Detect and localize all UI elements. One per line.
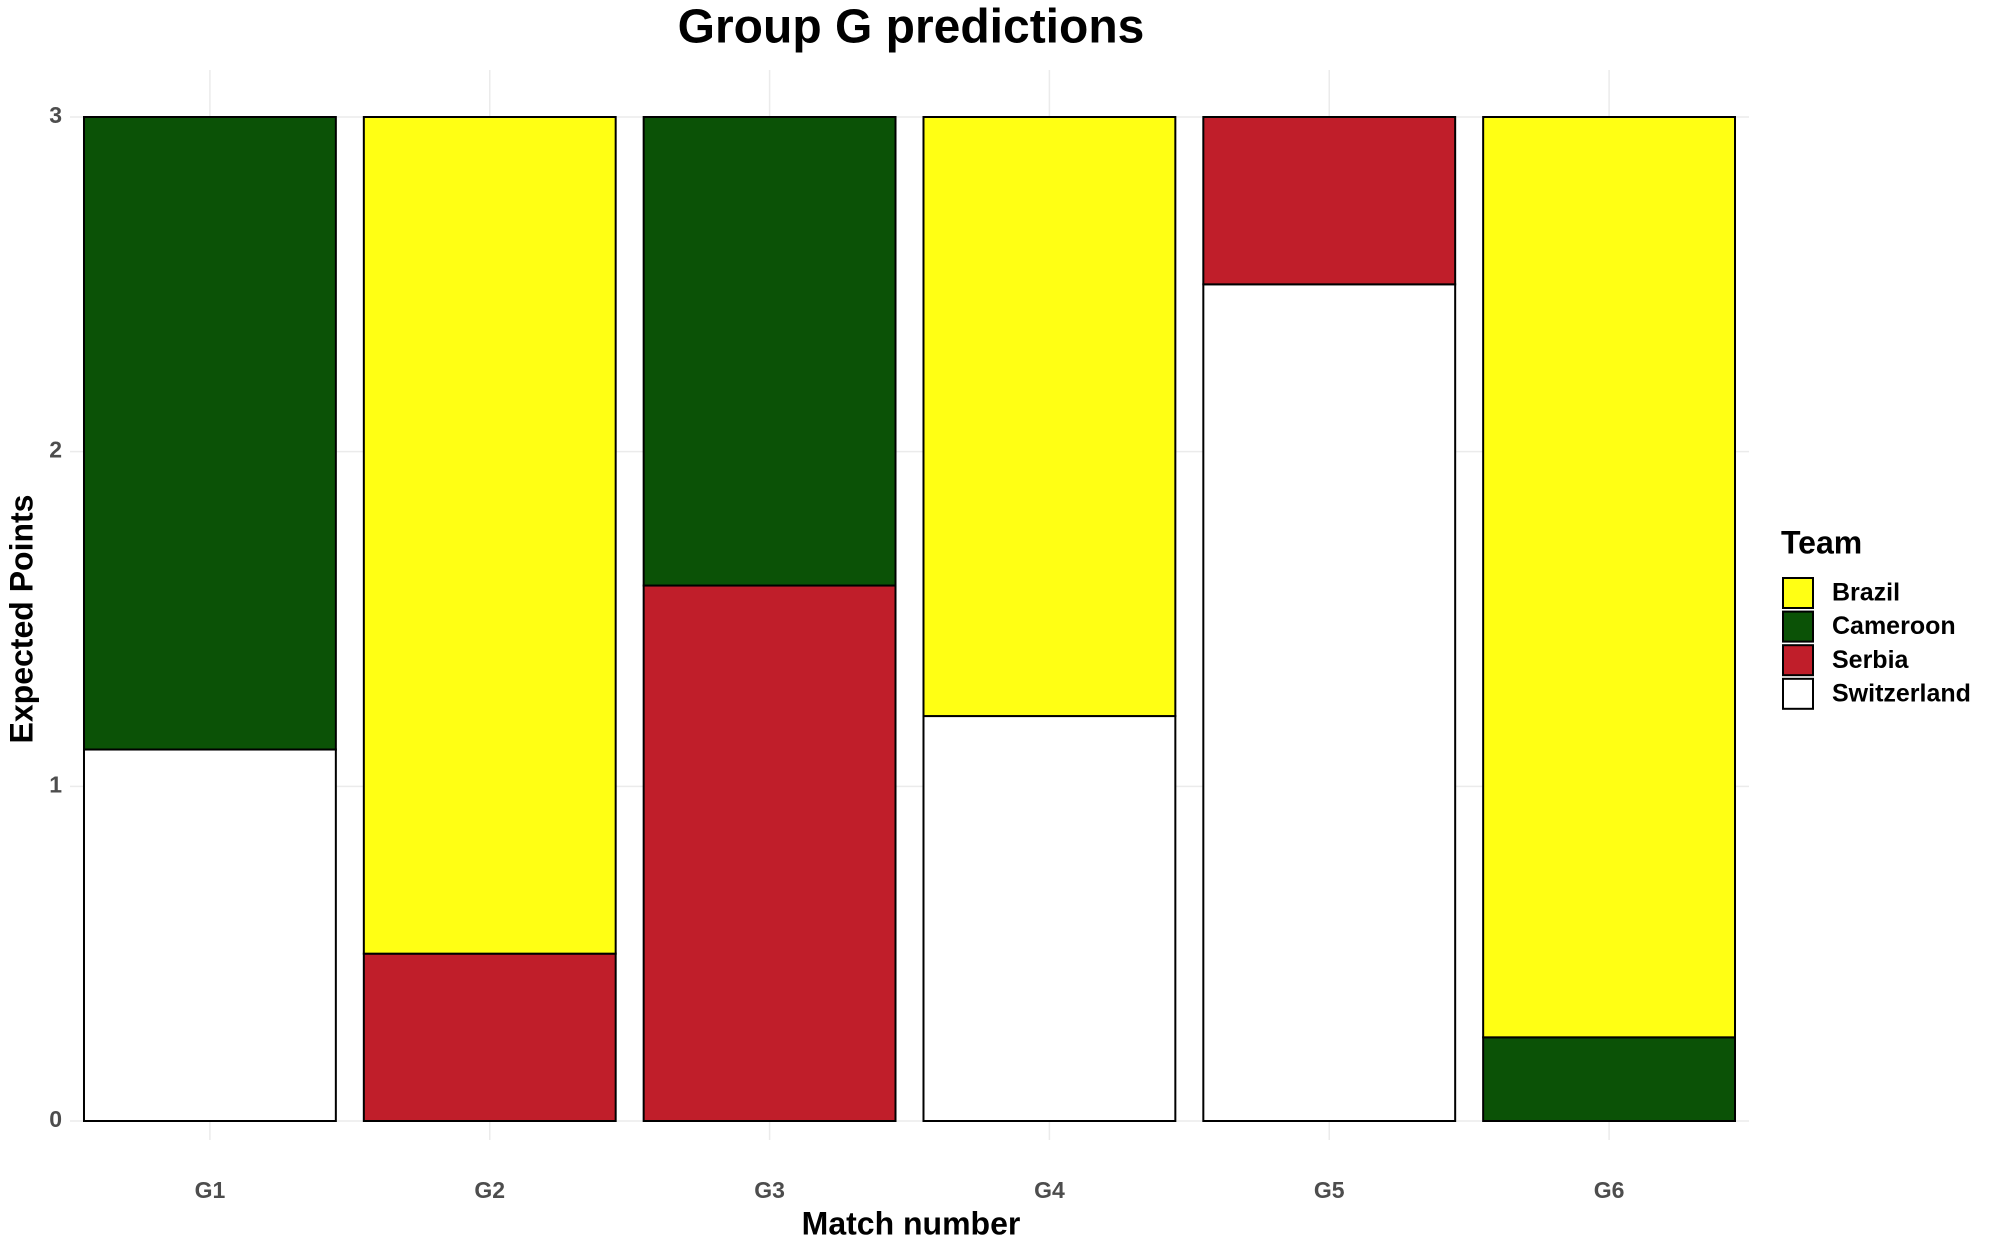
bar-segment [922, 116, 1177, 718]
x-tick-label: G6 [1594, 1177, 1625, 1203]
legend-key [1782, 644, 1814, 677]
y-axis-title: Expected Points [3, 495, 39, 744]
bar-segment [362, 952, 617, 1123]
legend-label: Brazil [1832, 579, 1900, 607]
bar-segment [642, 584, 897, 1122]
x-axis-title: Match number [802, 1205, 1021, 1241]
y-tick-label: 0 [49, 1106, 62, 1132]
bar-segment [1482, 116, 1737, 1039]
legend-label: Serbia [1832, 646, 1910, 674]
legend-label: Cameroon [1832, 612, 1956, 640]
bar-segment [362, 116, 617, 955]
legend-key [1782, 610, 1814, 643]
y-tick-label: 3 [49, 102, 62, 128]
x-tick-label: G3 [754, 1177, 785, 1203]
legend-label: Switzerland [1832, 679, 1971, 707]
y-tick-label: 1 [49, 771, 62, 797]
x-tick-label: G4 [1034, 1177, 1065, 1203]
x-tick-label: G1 [195, 1177, 226, 1203]
bar-segment [82, 748, 337, 1123]
y-tick-label: 2 [49, 437, 62, 463]
legend-key [1782, 577, 1814, 609]
bar-segment [1202, 116, 1457, 286]
bar-segment [1202, 283, 1457, 1123]
bar-segment [642, 116, 897, 587]
legend-title: Team [1781, 524, 1862, 560]
bar-segment [1482, 1036, 1737, 1123]
x-tick-label: G2 [474, 1177, 505, 1203]
chart-title: Group G predictions [678, 1, 1145, 54]
bar-segment [922, 715, 1177, 1122]
x-tick-label: G5 [1314, 1177, 1345, 1203]
legend-key [1782, 677, 1814, 710]
bar-segment [82, 116, 337, 751]
